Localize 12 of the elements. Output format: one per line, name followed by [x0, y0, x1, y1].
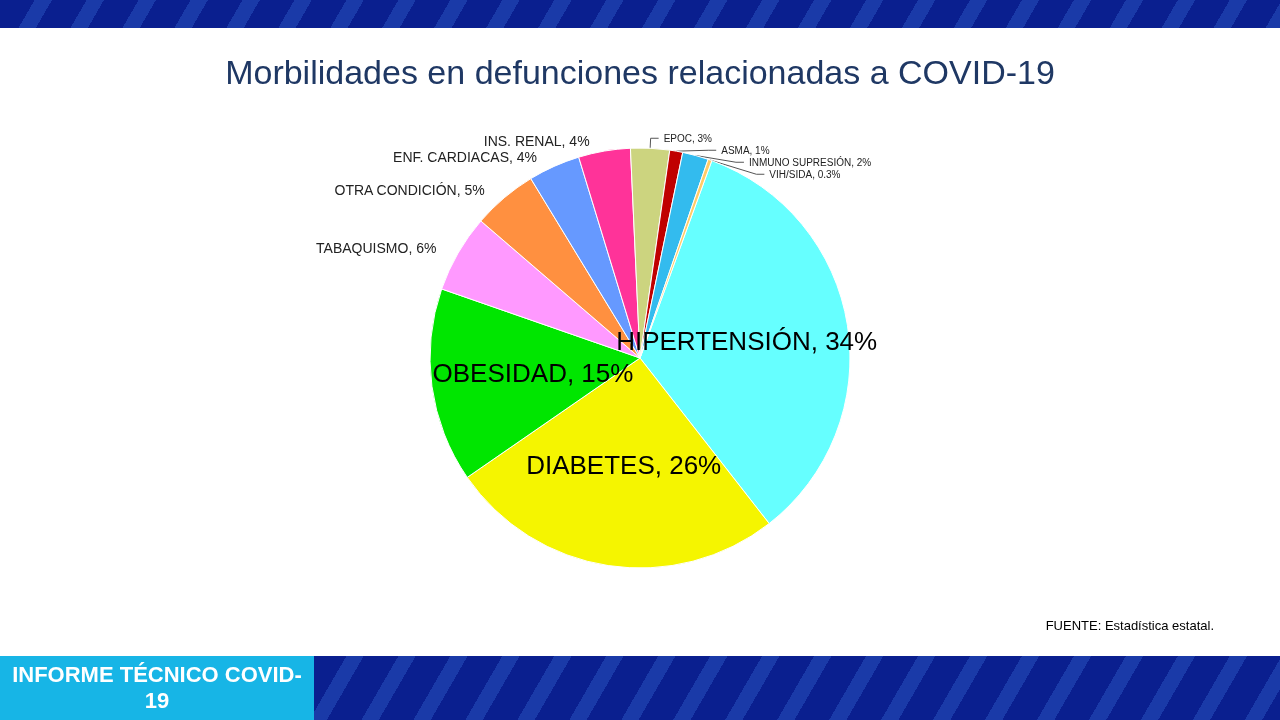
slice-label: EPOC, 3%: [663, 132, 713, 144]
slice-label: VIH/SIDA, 0.3%: [769, 168, 841, 180]
source-note: FUENTE: Estadística estatal.: [1045, 618, 1214, 633]
slice-label: TABAQUISMO, 6%: [316, 240, 437, 257]
slice-label: ENF. CARDIACAS, 4%: [393, 149, 537, 166]
slice-label: INS. RENAL, 4%: [483, 133, 590, 150]
slice-label: ASMA, 1%: [721, 144, 770, 156]
slice-label: DIABETES, 26%: [526, 449, 722, 480]
slice-label: OTRA CONDICIÓN, 5%: [334, 182, 485, 199]
slice-label: INMUNO SUPRESIÓN, 2%: [748, 155, 872, 168]
text: INFORME TÉCNICO COVID-19: [0, 656, 314, 720]
chart-title: Morbilidades en defunciones relacionadas a COVID-19: [225, 53, 1055, 91]
